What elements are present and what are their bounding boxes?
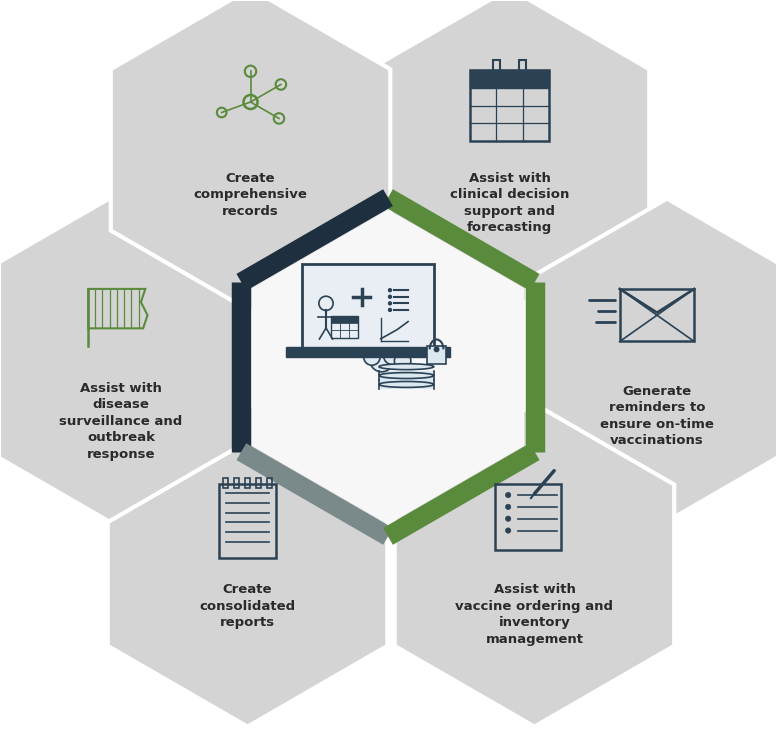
Circle shape	[506, 516, 510, 521]
Polygon shape	[370, 0, 650, 311]
Circle shape	[506, 493, 510, 498]
Circle shape	[395, 352, 411, 369]
Bar	[245, 479, 250, 488]
Circle shape	[388, 301, 392, 305]
Text: Assist with
clinical decision
support and
forecasting: Assist with clinical decision support an…	[450, 172, 570, 234]
Text: Assist with
vaccine ordering and
inventory
management: Assist with vaccine ordering and invento…	[455, 584, 614, 646]
Ellipse shape	[379, 382, 434, 388]
Bar	[331, 316, 358, 338]
Bar	[219, 484, 276, 558]
Text: Assist with
disease
surveillance and
outbreak
response: Assist with disease surveillance and out…	[59, 382, 183, 461]
Circle shape	[434, 346, 440, 352]
Bar	[519, 60, 526, 76]
Polygon shape	[0, 199, 249, 521]
Text: Create
comprehensive
records: Create comprehensive records	[193, 172, 308, 218]
Bar	[331, 316, 358, 323]
Bar	[379, 371, 434, 380]
Circle shape	[388, 288, 392, 292]
Text: Create
consolidated
reports: Create consolidated reports	[200, 584, 295, 629]
Bar	[379, 380, 434, 389]
Bar	[286, 347, 450, 357]
Ellipse shape	[379, 364, 434, 370]
Ellipse shape	[379, 373, 434, 379]
Circle shape	[383, 346, 402, 365]
Bar	[234, 479, 239, 488]
Circle shape	[388, 308, 392, 312]
Bar	[223, 479, 228, 488]
Bar	[256, 479, 261, 488]
Polygon shape	[252, 210, 524, 524]
Circle shape	[388, 294, 392, 299]
Circle shape	[364, 349, 380, 366]
Polygon shape	[527, 199, 777, 521]
Circle shape	[506, 528, 510, 533]
Polygon shape	[395, 404, 674, 727]
Circle shape	[370, 348, 394, 372]
Bar	[427, 346, 447, 364]
Text: Generate
reminders to
ensure on-time
vaccinations: Generate reminders to ensure on-time vac…	[600, 385, 714, 448]
Bar	[493, 60, 500, 76]
Polygon shape	[108, 404, 387, 727]
Bar	[267, 479, 272, 488]
Bar	[620, 289, 694, 341]
Polygon shape	[111, 0, 390, 311]
Bar	[495, 484, 561, 550]
Bar	[470, 70, 549, 88]
Circle shape	[506, 504, 510, 509]
Bar	[470, 70, 549, 141]
Bar	[302, 264, 434, 352]
